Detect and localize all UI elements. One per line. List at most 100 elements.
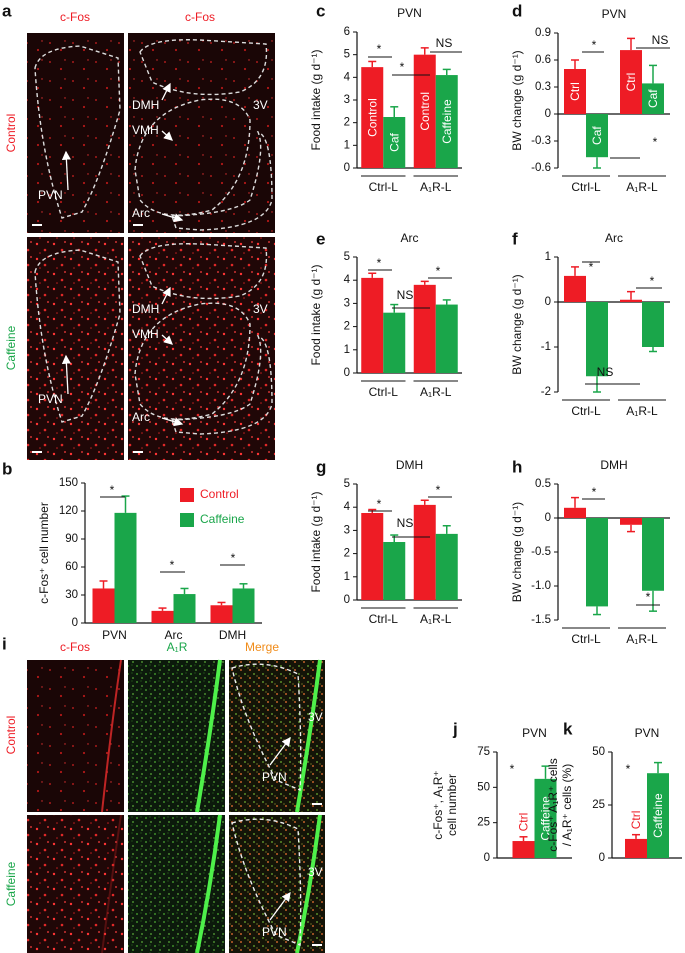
error-bar [390,303,399,313]
bar [512,841,535,858]
error-bar [390,106,399,117]
y-tick-label: 2 [344,321,350,333]
error-bar [368,272,377,278]
region-label: 3V [253,302,268,316]
y-tick-label: 50 [477,781,490,793]
significance: * [646,590,651,604]
y-tick-label: -0.5 [531,546,551,558]
y-tick-label: 0.3 [535,81,551,93]
error-bar [519,836,528,842]
y-tick-label: 1 [344,571,350,583]
error-bar [627,37,635,51]
bar-label: Ctrl [517,813,531,832]
bar [151,610,174,623]
x-tick-label: Ctrl-L [369,385,399,399]
significance: * [592,485,597,499]
y-tick-label: 25 [477,817,490,829]
y-tick-label: 4 [344,71,351,83]
y-tick-label: 25 [592,799,605,811]
y-axis-label: BW change (g d⁻¹) [510,274,524,374]
region-outline [34,45,121,219]
bar-label: Caffeine [651,793,665,838]
error-bar [239,583,248,589]
y-axis-label: BW change (g d⁻¹) [510,50,524,150]
bar-label: Caf [387,133,401,152]
tissue-edge [195,814,222,953]
y-axis-label: Food intake (g d⁻¹) [309,49,323,150]
bar [435,304,458,373]
arrow [161,417,184,427]
y-tick-label: 0.6 [535,54,551,66]
bar [173,594,196,623]
error-bar [627,290,635,300]
bar [620,299,642,302]
bar [413,54,436,168]
arrow [61,354,71,395]
bar [586,302,608,377]
y-tick-label: 0.5 [535,478,551,490]
significance: * [377,497,382,511]
significance: * [650,274,655,288]
y-tick-label: 0 [344,367,350,379]
tissue-edge [295,659,322,813]
arrow [269,891,291,921]
bar [210,605,233,623]
y-axis-label: BW change (g d⁻¹) [510,502,524,602]
y-tick-label: 0.9 [535,27,551,39]
x-tick-label: PVN [102,628,127,642]
region-outline [231,663,302,792]
error-bar [180,587,189,595]
arrow [161,130,173,141]
significance: * [170,558,175,572]
bar-label: Ctrl [568,82,582,101]
image-frame [27,33,124,233]
row-label: Caffeine [4,861,18,906]
significance: * [436,264,441,278]
significance: * [377,256,382,270]
bar [586,518,608,607]
x-tick-label: A₁R-L [626,632,658,646]
y-tick-label: 4 [344,501,351,513]
y-tick-label: 1 [344,344,350,356]
y-tick-label: 60 [65,561,78,573]
bar [383,542,406,600]
error-bar [442,525,451,534]
error-bar [649,64,657,84]
bar [383,312,406,373]
region-label: 3V [308,865,323,879]
chart-title: PVN [522,726,547,740]
panel-label: e [316,229,325,248]
y-tick-label: 6 [344,26,350,38]
arrow [161,213,184,223]
legend-label: Caffeine [200,512,245,526]
error-bar [649,347,657,353]
significance: * [592,38,597,52]
region-label: DMH [132,302,159,316]
error-bar [420,47,429,55]
significance: * [436,483,441,497]
error-bar [420,280,429,285]
region-outline [139,39,268,96]
region-outline [34,249,121,423]
image-frame [128,33,275,233]
bar [586,114,608,158]
y-tick-label: 3 [344,94,350,106]
region-label: Arc [132,206,150,220]
row-label: Caffeine [4,325,18,370]
y-tick-label: -1.0 [531,580,551,592]
y-tick-label: 3 [344,297,350,309]
x-tick-label: Ctrl-L [369,612,399,626]
y-tick-label: 120 [59,505,78,517]
micrograph [27,659,124,813]
y-tick-label: 0 [344,162,350,174]
bar [413,504,436,600]
chart-title: PVN [635,726,660,740]
legend-swatch [180,513,194,527]
region-outline [139,243,268,300]
significance: * [510,762,515,776]
y-tick-label: 5 [344,251,350,263]
panel-label: a [2,1,12,20]
x-tick-label: A₁R-L [420,385,452,399]
bar [534,778,557,858]
arrow [161,286,171,305]
